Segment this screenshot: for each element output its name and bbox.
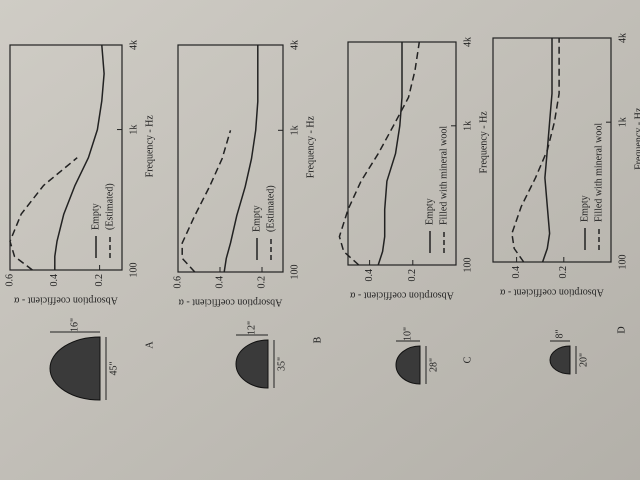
y-tick-label: 0.4	[364, 269, 375, 282]
depth-label: 12"	[246, 321, 257, 335]
y-tick-label: 0.6	[4, 274, 15, 287]
y-tick-label: 0.6	[172, 276, 183, 289]
y-tick-label: 0.4	[49, 274, 60, 287]
y-tick-label: 0.2	[256, 276, 267, 289]
y-tick-label: 0.2	[558, 266, 569, 279]
legend-label: Empty	[579, 195, 590, 222]
data-line	[223, 45, 259, 273]
section-letter: D	[616, 326, 627, 333]
data-line	[541, 38, 553, 263]
data-line	[377, 42, 403, 266]
section-letter: A	[144, 341, 155, 349]
legend-label: Filled with mineral wool	[593, 123, 604, 222]
y-axis-title: Absorption coefficient - α	[178, 297, 282, 308]
duct-section	[549, 345, 571, 375]
data-line	[54, 44, 105, 270]
y-tick-label: 0.2	[407, 269, 418, 282]
y-axis-title: Absorption coefficient - α	[13, 295, 117, 306]
chart: 0.2 0.4 100 1k 4k Frequency - Hz Absorption co…	[492, 33, 640, 298]
plot-frame	[177, 44, 284, 273]
data-line	[181, 130, 232, 273]
legend-label: Empty	[251, 205, 262, 232]
depth-label: 16"	[69, 318, 80, 332]
x-tick-label: 4k	[462, 37, 473, 47]
duct-section	[49, 336, 101, 401]
x-tick-label: 4k	[128, 40, 139, 50]
section-letter: B	[312, 336, 323, 343]
legend-label: (Estimated)	[104, 183, 115, 230]
diameter-label: 20"	[578, 353, 589, 367]
legend-label: Empty	[424, 198, 435, 225]
plot-frame	[9, 44, 123, 271]
y-axis-title: Absorption coefficient - α	[349, 290, 453, 301]
y-tick-label: 0.4	[511, 266, 522, 279]
x-axis-title: Frequency - Hz	[478, 111, 489, 174]
data-line	[338, 41, 421, 266]
diameter-label: 28"	[428, 358, 439, 372]
x-tick-label: 1k	[462, 121, 473, 131]
duct-section	[395, 345, 421, 385]
data-line	[9, 157, 78, 271]
x-axis-title: Frequency - Hz	[633, 107, 640, 170]
diameter-label: 35"	[276, 357, 287, 371]
x-tick-label: 4k	[289, 40, 300, 50]
x-tick-label: 1k	[617, 117, 628, 127]
legend-label: Empty	[90, 203, 101, 230]
x-tick-label: 1k	[289, 125, 300, 135]
data-line	[511, 38, 560, 263]
chart: 0.2 0.4 0.6 100 1k 4k Frequency - Hz Absorption…	[172, 40, 316, 308]
legend-label: Filled with mineral wool	[438, 126, 449, 225]
section-letter: C	[462, 356, 473, 363]
y-tick-label: 0.4	[214, 276, 225, 289]
x-tick-label: 1k	[128, 125, 139, 135]
chart: 0.2 0.4 0.6 100 1k 4k Frequency - Hz Absorption…	[4, 40, 155, 306]
x-tick-label: 100	[128, 263, 139, 278]
x-tick-label: 100	[289, 265, 300, 280]
x-tick-label: 100	[462, 258, 473, 273]
chart: 0.2 0.4 100 1k 4k Frequency - Hz Absorption co…	[338, 37, 489, 301]
y-axis-title: Absorption coefficient - α	[499, 287, 603, 298]
x-tick-label: 100	[617, 255, 628, 270]
duct-section	[235, 339, 269, 389]
x-axis-title: Frequency - Hz	[144, 115, 155, 178]
legend-label: (Estimated)	[265, 185, 276, 232]
diameter-label: 45"	[108, 361, 119, 375]
y-tick-label: 0.2	[94, 274, 105, 287]
depth-label: 10"	[402, 327, 413, 341]
x-axis-title: Frequency - Hz	[305, 115, 316, 178]
depth-label: 8"	[554, 329, 565, 338]
x-tick-label: 4k	[617, 33, 628, 43]
